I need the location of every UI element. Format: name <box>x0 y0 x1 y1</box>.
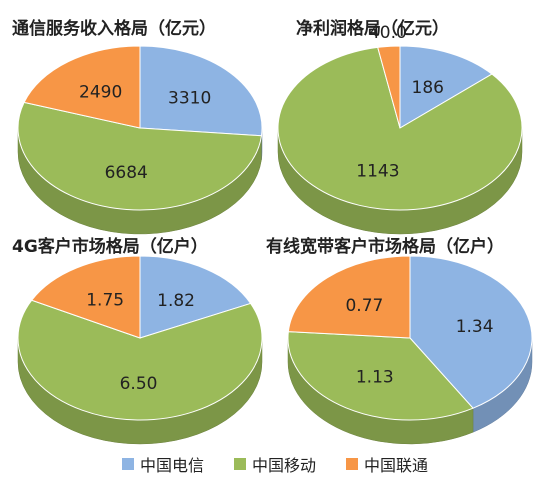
data-label-unicom: 0.77 <box>345 296 383 316</box>
legend-item-mobile: 中国移动 <box>233 452 316 476</box>
pie-slice-mobile <box>277 46 523 211</box>
pie-slice-mobile <box>287 331 474 421</box>
chart-title-revenue: 通信服务收入格局（亿元） <box>12 19 216 39</box>
pie-slice-mobile <box>17 101 263 211</box>
legend-swatch-telecom <box>121 458 134 470</box>
data-label-unicom: 40.0 <box>369 23 407 43</box>
pie-slice-unicom <box>377 45 401 129</box>
data-label-mobile: 6.50 <box>120 374 158 394</box>
pie-slice-telecom <box>139 45 263 137</box>
pie-chart-1: 186 1143 40.0 <box>277 23 523 235</box>
pie-chart-2: 1.82 6.50 1.75 <box>17 255 263 445</box>
chart-title-net-profit: 净利润格局（亿元） <box>296 19 449 39</box>
pie-chart-3: 1.34 1.13 0.77 <box>287 255 533 445</box>
data-label-unicom: 2490 <box>79 82 122 102</box>
legend-swatch-unicom <box>346 458 358 470</box>
pie-slice-mobile <box>17 299 263 421</box>
data-label-mobile: 1.13 <box>356 367 394 387</box>
data-label-telecom: 186 <box>412 78 444 98</box>
legend-label-mobile: 中国移动 <box>251 456 316 475</box>
pie-slice-unicom <box>23 45 141 129</box>
data-label-telecom: 1.82 <box>157 291 195 311</box>
legend-swatch-mobile <box>233 458 246 470</box>
pie-slice-telecom <box>399 45 493 129</box>
data-label-mobile: 1143 <box>356 162 399 182</box>
data-label-unicom: 1.75 <box>86 290 124 310</box>
data-label-mobile: 6684 <box>105 163 148 183</box>
data-label-telecom: 3310 <box>168 89 211 109</box>
legend-item-unicom: 中国联通 <box>346 452 428 476</box>
pie-chart-0: 3310 6684 2490 <box>17 45 263 235</box>
pie-slice-unicom <box>30 255 141 339</box>
legend-label-unicom: 中国联通 <box>364 456 429 475</box>
legend-item-telecom: 中国电信 <box>121 452 204 476</box>
chart-title-broadband-customers: 有线宽带客户市场格局（亿户） <box>266 237 504 257</box>
pie-slice-telecom <box>139 255 252 339</box>
chart-title-4g-customers: 4G客户市场格局（亿户） <box>12 237 208 257</box>
legend-label-telecom: 中国电信 <box>139 456 204 475</box>
pie-slice-telecom <box>409 255 533 409</box>
data-label-telecom: 1.34 <box>456 317 494 337</box>
legend: 中国电信 中国移动 中国联通 <box>0 452 550 476</box>
pie-slice-unicom <box>287 255 411 339</box>
